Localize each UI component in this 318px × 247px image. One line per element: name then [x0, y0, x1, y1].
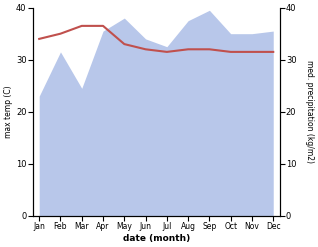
X-axis label: date (month): date (month): [123, 234, 190, 243]
Y-axis label: max temp (C): max temp (C): [4, 85, 13, 138]
Y-axis label: med. precipitation (kg/m2): med. precipitation (kg/m2): [305, 60, 314, 163]
